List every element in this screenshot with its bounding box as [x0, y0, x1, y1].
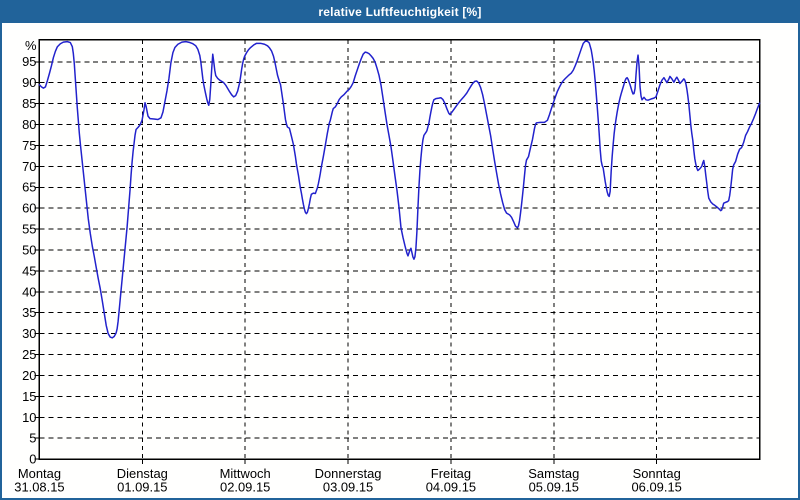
x-day-label: Dienstag	[117, 466, 168, 481]
y-tick-label: 65	[22, 180, 36, 195]
plot-frame	[38, 39, 761, 460]
y-tick-label: 70	[22, 159, 36, 174]
y-tick-label: 45	[22, 263, 36, 278]
x-date-label: 05.09.15	[529, 480, 579, 495]
y-tick-label: 50	[22, 242, 36, 257]
x-date-label: 03.09.15	[323, 480, 373, 495]
x-date-label: 04.09.15	[426, 480, 476, 495]
x-date-label: 02.09.15	[220, 480, 270, 495]
y-tick-label: 0	[29, 452, 36, 467]
y-tick-label: 25	[22, 347, 36, 362]
x-day-label: Freitag	[431, 466, 471, 481]
x-day-label: Sonntag	[633, 466, 681, 481]
window-title: relative Luftfeuchtigkeit [%]	[318, 5, 482, 19]
y-tick-label: 80	[22, 117, 36, 132]
y-tick-label: 85	[22, 96, 36, 111]
x-date-label: 06.09.15	[631, 480, 681, 495]
y-tick-label: 20	[22, 368, 36, 383]
y-tick-label: 35	[22, 305, 36, 320]
x-day-label: Donnerstag	[315, 466, 382, 481]
y-tick-label: 60	[22, 201, 36, 216]
x-day-label: Mittwoch	[220, 466, 271, 481]
y-tick-label: 95	[22, 54, 36, 69]
y-tick-label: 40	[22, 284, 36, 299]
y-tick-label: 10	[22, 410, 36, 425]
x-date-label: 31.08.15	[14, 480, 64, 495]
y-tick-label: 15	[22, 389, 36, 404]
y-tick-label: 55	[22, 222, 36, 237]
y-tick-label: 90	[22, 75, 36, 90]
y-tick-label: 75	[22, 138, 36, 153]
x-day-label: Samstag	[528, 466, 579, 481]
y-tick-label: 30	[22, 326, 36, 341]
x-day-label: Montag	[18, 466, 61, 481]
x-date-label: 01.09.15	[117, 480, 167, 495]
window-titlebar: relative Luftfeuchtigkeit [%]	[2, 2, 798, 23]
y-tick-label: 5	[29, 431, 36, 446]
humidity-line	[38, 40, 761, 339]
y-axis-unit-label: %	[25, 38, 37, 53]
